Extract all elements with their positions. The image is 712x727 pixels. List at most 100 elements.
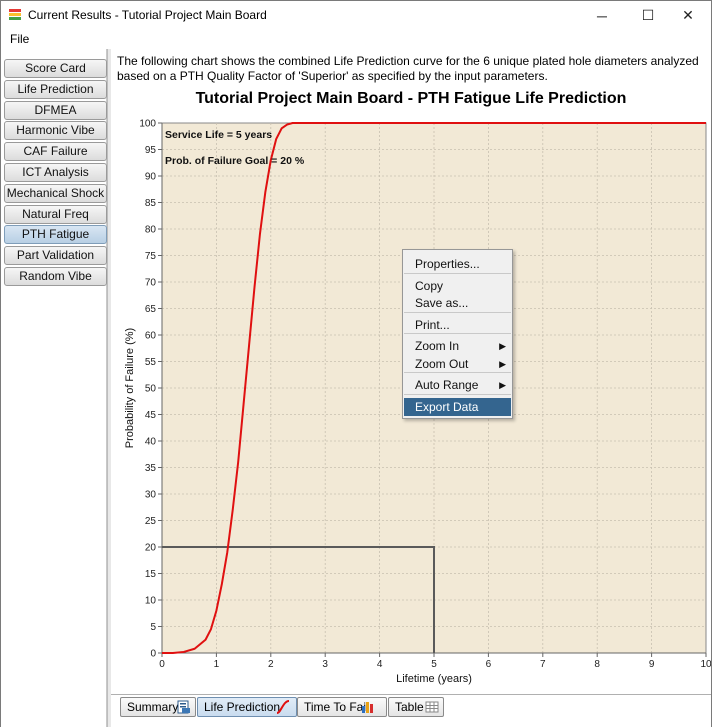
context-menu: Properties... Copy Save as... Print... Zoom …: [402, 249, 513, 419]
sidebar-item-mechanical-shock[interactable]: Mechanical Shock: [4, 183, 107, 203]
sidebar-item-harmonic-vibe[interactable]: Harmonic Vibe: [4, 121, 107, 141]
y-tick-label: 85: [145, 198, 157, 209]
y-tick-label: 25: [145, 516, 157, 527]
x-axis-label: Lifetime (years): [396, 673, 472, 685]
chart-title: Tutorial Project Main Board - PTH Fatigu…: [195, 90, 627, 107]
tab-label: Summary: [127, 700, 179, 714]
context-menu-separator: [404, 273, 511, 274]
context-menu-copy[interactable]: Copy: [404, 277, 511, 295]
sidebar-item-score-card[interactable]: Score Card: [4, 59, 107, 78]
y-tick-label: 60: [145, 331, 157, 342]
context-menu-separator: [404, 312, 511, 313]
y-tick-label: 30: [145, 490, 157, 501]
x-tick-label: 4: [377, 659, 383, 670]
menu-bar: File: [1, 30, 711, 49]
y-tick-label: 35: [145, 463, 157, 474]
context-menu-properties[interactable]: Properties...: [404, 255, 511, 273]
close-icon: ✕: [682, 7, 694, 23]
menu-file[interactable]: File: [10, 32, 30, 46]
app-icon: [9, 9, 21, 21]
y-tick-label: 15: [145, 569, 157, 580]
context-menu-separator: [404, 372, 511, 373]
tab-label: Table: [395, 700, 424, 714]
x-tick-label: 7: [540, 659, 546, 670]
sidebar-splitter[interactable]: [107, 49, 111, 727]
minimize-icon: ─: [597, 7, 607, 24]
x-tick-label: 2: [268, 659, 274, 670]
x-tick-label: 10: [700, 659, 711, 670]
title-bar: Current Results - Tutorial Project Main …: [1, 1, 711, 30]
tab-table[interactable]: Table: [388, 697, 444, 717]
context-menu-separator: [404, 394, 511, 395]
chart-annotation-0: Service Life = 5 years: [165, 129, 272, 141]
context-menu-item-label: Copy: [415, 279, 444, 293]
chart-description: The following chart shows the combined L…: [117, 54, 699, 83]
sidebar-item-pth-fatigue[interactable]: PTH Fatigue: [4, 225, 107, 245]
curve-icon: [276, 700, 290, 714]
context-menu-print[interactable]: Print...: [404, 316, 511, 334]
series-line-0: [162, 122, 706, 654]
close-button[interactable]: ✕: [665, 1, 711, 30]
y-tick-label: 10: [145, 596, 157, 607]
tab-summary[interactable]: Summary: [120, 697, 196, 717]
bottom-tab-bar: Summary Life Prediction Time To Fail Table: [111, 694, 711, 727]
sidebar-item-dfmea[interactable]: DFMEA: [4, 100, 107, 120]
tab-time-to-fail[interactable]: Time To Fail: [297, 697, 387, 717]
context-menu-save-as[interactable]: Save as...: [404, 294, 511, 312]
y-tick-label: 55: [145, 357, 157, 368]
x-tick-label: 1: [214, 659, 220, 670]
x-tick-label: 6: [486, 659, 492, 670]
y-tick-label: 65: [145, 304, 157, 315]
y-tick-label: 45: [145, 410, 157, 421]
y-tick-label: 100: [139, 119, 156, 130]
context-menu-item-label: Save as...: [415, 296, 469, 310]
y-tick-label: 5: [150, 622, 156, 633]
submenu-arrow-icon: ▶: [499, 341, 506, 351]
submenu-arrow-icon: ▶: [499, 359, 506, 369]
x-tick-label: 0: [159, 659, 165, 670]
y-tick-label: 90: [145, 172, 157, 183]
y-tick-label: 70: [145, 278, 157, 289]
context-menu-item-label: Auto Range: [415, 378, 479, 392]
tab-label: Life Prediction: [204, 700, 281, 714]
sidebar-item-natural-freq[interactable]: Natural Freq: [4, 204, 107, 224]
x-tick-label: 8: [594, 659, 600, 670]
bar-chart-icon: [361, 700, 375, 714]
sidebar-item-caf-failure[interactable]: CAF Failure: [4, 142, 107, 162]
sidebar-item-ict-analysis[interactable]: ICT Analysis: [4, 163, 107, 182]
context-menu-zoom-out[interactable]: Zoom Out ▶: [404, 355, 511, 373]
context-menu-item-label: Zoom Out: [415, 357, 469, 371]
report-icon: [177, 700, 191, 714]
context-menu-item-label: Print...: [415, 318, 450, 332]
tab-label: Time To Fail: [304, 700, 369, 714]
minimize-button[interactable]: ─: [579, 1, 625, 30]
sidebar-item-part-validation[interactable]: Part Validation: [4, 246, 107, 266]
y-tick-label: 75: [145, 251, 157, 262]
submenu-arrow-icon: ▶: [499, 380, 506, 390]
context-menu-item-label: Zoom In: [415, 339, 460, 353]
y-tick-label: 50: [145, 384, 157, 395]
context-menu-separator: [404, 333, 511, 334]
sidebar-item-life-prediction[interactable]: Life Prediction: [4, 79, 107, 99]
maximize-icon: ☐: [641, 7, 655, 23]
chart-annotation-1: Prob. of Failure Goal = 20 %: [165, 155, 305, 167]
y-axis-label: Probability of Failure (%): [124, 328, 136, 448]
analysis-sidebar: Score Card Life Prediction DFMEA Harmonic V…: [1, 49, 107, 727]
context-menu-zoom-in[interactable]: Zoom In ▶: [404, 337, 511, 355]
x-tick-label: 5: [431, 659, 437, 670]
x-tick-label: 9: [649, 659, 655, 670]
maximize-button[interactable]: ☐: [625, 1, 671, 30]
context-menu-export-data[interactable]: Export Data: [404, 398, 511, 416]
context-menu-item-label: Properties...: [415, 257, 480, 271]
y-tick-label: 40: [145, 437, 157, 448]
tab-life-prediction[interactable]: Life Prediction: [197, 697, 297, 717]
y-tick-label: 20: [145, 543, 157, 554]
table-icon: [425, 700, 439, 714]
y-tick-label: 80: [145, 225, 157, 236]
context-menu-auto-range[interactable]: Auto Range ▶: [404, 376, 511, 394]
y-tick-label: 0: [150, 649, 156, 660]
service-life-reference-line: [162, 546, 435, 653]
x-tick-label: 3: [322, 659, 328, 670]
sidebar-item-random-vibe[interactable]: Random Vibe: [4, 267, 107, 286]
